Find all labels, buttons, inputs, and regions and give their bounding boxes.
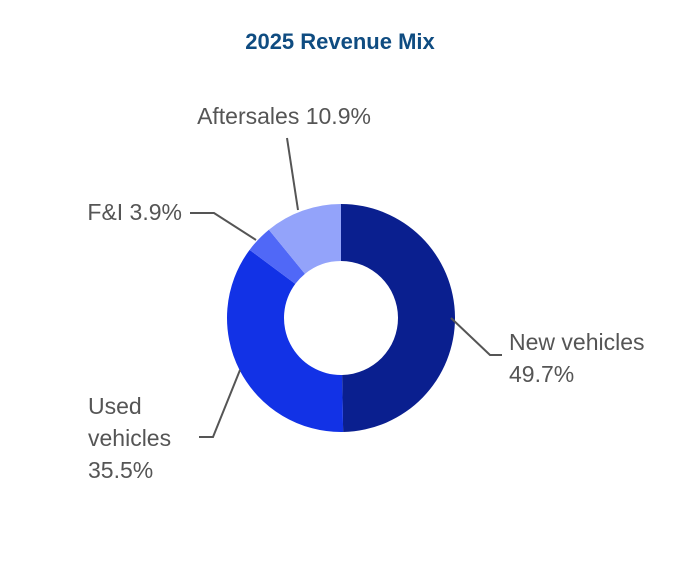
- slice-used-vehicles: [227, 249, 344, 432]
- slice-aftersales: [268, 204, 341, 274]
- label-line: New vehicles: [509, 329, 645, 355]
- leader-line-new-vehicles: [450, 317, 502, 356]
- slice-f-i: [249, 229, 305, 284]
- donut-slices: [227, 204, 455, 432]
- leader-line-used-vehicles: [199, 369, 241, 438]
- label-line: vehicles: [88, 425, 171, 451]
- label-line: Used: [88, 393, 142, 419]
- label-aftersales: Aftersales 10.9%: [197, 103, 371, 129]
- slice-new-vehicles: [341, 204, 455, 432]
- leader-lines: [190, 137, 502, 438]
- label-line: 49.7%: [509, 361, 574, 387]
- chart-title: 2025 Revenue Mix: [245, 29, 435, 54]
- label-line: F&I 3.9%: [87, 199, 182, 225]
- leader-line-aftersales: [286, 137, 299, 211]
- label-used-vehicles: Used vehicles 35.5%: [88, 393, 171, 483]
- label-new-vehicles: New vehicles 49.7%: [509, 329, 645, 387]
- label-line: 35.5%: [88, 457, 153, 483]
- label-line: Aftersales 10.9%: [197, 103, 371, 129]
- leader-line-f-i: [190, 212, 257, 241]
- slice-labels: New vehicles 49.7% Used vehicles 35.5% F&I 3.…: [87, 103, 644, 483]
- label-f-i: F&I 3.9%: [87, 199, 182, 225]
